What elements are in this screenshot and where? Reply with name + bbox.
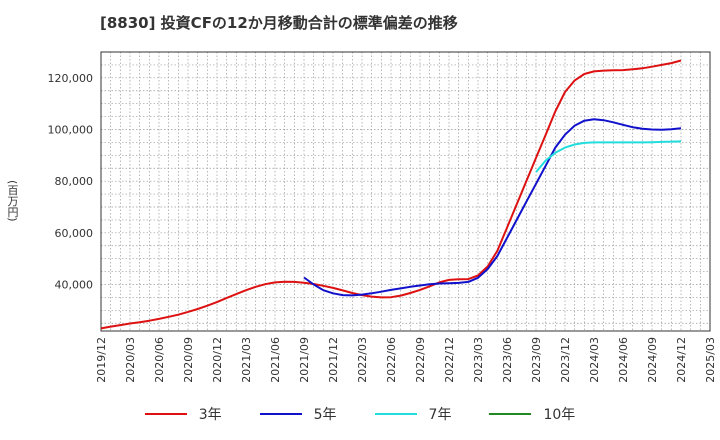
- series-line-0: [100, 59, 682, 330]
- y-tick-label: 60,000: [55, 227, 94, 240]
- x-tick-label: 2025/03: [704, 337, 717, 383]
- series-line-1: [303, 118, 682, 297]
- legend-swatch-10y: [489, 413, 532, 415]
- x-tick-label: 2024/12: [675, 337, 688, 383]
- y-axis-label: (百万円): [6, 180, 19, 222]
- legend-item-7y[interactable]: 7年: [374, 404, 452, 424]
- legend-swatch-5y: [259, 413, 302, 415]
- legend-label-7y: 7年: [428, 407, 452, 423]
- x-tick-label: 2022/06: [385, 337, 398, 383]
- legend-label-10y: 10年: [543, 407, 576, 423]
- x-tick-label: 2022/09: [414, 337, 427, 383]
- x-tick-label: 2022/03: [356, 337, 369, 383]
- x-tick-label: 2022/12: [443, 337, 456, 383]
- legend-label-5y: 5年: [313, 407, 337, 423]
- legend-item-3y[interactable]: 3年: [144, 404, 222, 424]
- line-chart: 40,000 60,000 80,000 100,000 120,000 2019/12 2…: [48, 51, 717, 383]
- legend-item-10y[interactable]: 10年: [489, 404, 575, 424]
- legend-label-3y: 3年: [198, 407, 222, 423]
- x-tick-label: 2023/09: [530, 337, 543, 383]
- x-tick-label: 2021/06: [269, 337, 282, 383]
- legend-swatch-7y: [374, 413, 417, 415]
- x-tick-label: 2024/09: [646, 337, 659, 383]
- x-tick-label: 2020/09: [182, 337, 195, 383]
- x-tick-label: 2024/06: [617, 337, 630, 383]
- y-tick-label: 80,000: [55, 175, 94, 188]
- x-tick-label: 2021/09: [298, 337, 311, 383]
- chart-title: [8830] 投資CFの12か月移動合計の標準偏差の推移: [100, 14, 458, 32]
- y-tick-label: 100,000: [48, 124, 94, 137]
- x-tick-label: 2021/03: [240, 337, 253, 383]
- x-tick-label: 2023/12: [559, 337, 572, 383]
- chart-legend: 3年 5年 7年 10年: [0, 404, 720, 424]
- x-tick-label: 2024/03: [588, 337, 601, 383]
- grid-lines: [101, 52, 710, 331]
- x-tick-label: 2020/03: [124, 337, 137, 383]
- x-tick-label: 2023/06: [501, 337, 514, 383]
- x-tick-label: 2023/03: [472, 337, 485, 383]
- series-line-2: [535, 140, 682, 173]
- plot-frame: [100, 51, 711, 332]
- x-tick-label: 2020/12: [211, 337, 224, 383]
- y-tick-label: 40,000: [55, 279, 94, 292]
- legend-item-5y[interactable]: 5年: [259, 404, 337, 424]
- legend-swatch-3y: [144, 413, 187, 415]
- x-tick-label: 2021/12: [327, 337, 340, 383]
- x-tick-label: 2020/06: [153, 337, 166, 383]
- y-tick-label: 120,000: [48, 72, 94, 85]
- x-tick-label: 2019/12: [95, 337, 108, 383]
